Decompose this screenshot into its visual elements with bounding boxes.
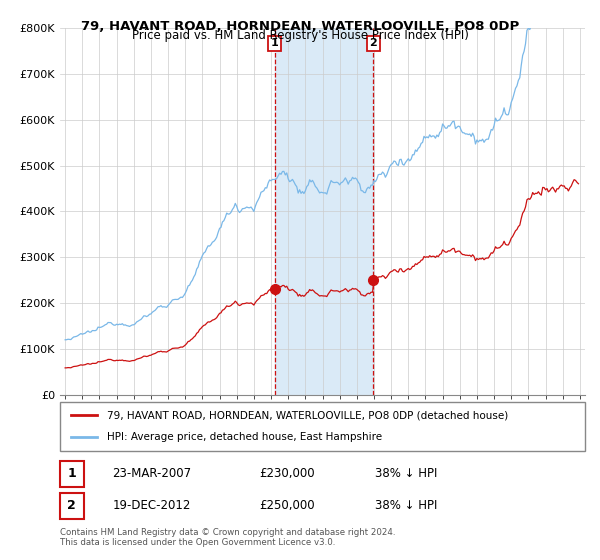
Text: Contains HM Land Registry data © Crown copyright and database right 2024.
This d: Contains HM Land Registry data © Crown c…	[60, 528, 395, 547]
FancyBboxPatch shape	[60, 402, 585, 451]
Text: 38% ↓ HPI: 38% ↓ HPI	[375, 499, 437, 512]
FancyBboxPatch shape	[60, 461, 83, 487]
Text: 2: 2	[370, 39, 377, 48]
Text: 38% ↓ HPI: 38% ↓ HPI	[375, 467, 437, 480]
Text: 79, HAVANT ROAD, HORNDEAN, WATERLOOVILLE, PO8 0DP (detached house): 79, HAVANT ROAD, HORNDEAN, WATERLOOVILLE…	[107, 410, 509, 421]
Text: Price paid vs. HM Land Registry's House Price Index (HPI): Price paid vs. HM Land Registry's House …	[131, 29, 469, 42]
Text: HPI: Average price, detached house, East Hampshire: HPI: Average price, detached house, East…	[107, 432, 382, 442]
Text: 1: 1	[271, 39, 278, 48]
Text: 19-DEC-2012: 19-DEC-2012	[113, 499, 191, 512]
Text: 1: 1	[67, 467, 76, 480]
Text: 2: 2	[67, 499, 76, 512]
Text: 79, HAVANT ROAD, HORNDEAN, WATERLOOVILLE, PO8 0DP: 79, HAVANT ROAD, HORNDEAN, WATERLOOVILLE…	[81, 20, 519, 32]
Text: £250,000: £250,000	[260, 499, 315, 512]
FancyBboxPatch shape	[60, 493, 83, 519]
Text: 23-MAR-2007: 23-MAR-2007	[113, 467, 191, 480]
Bar	[275, 28, 373, 395]
Text: £230,000: £230,000	[260, 467, 315, 480]
